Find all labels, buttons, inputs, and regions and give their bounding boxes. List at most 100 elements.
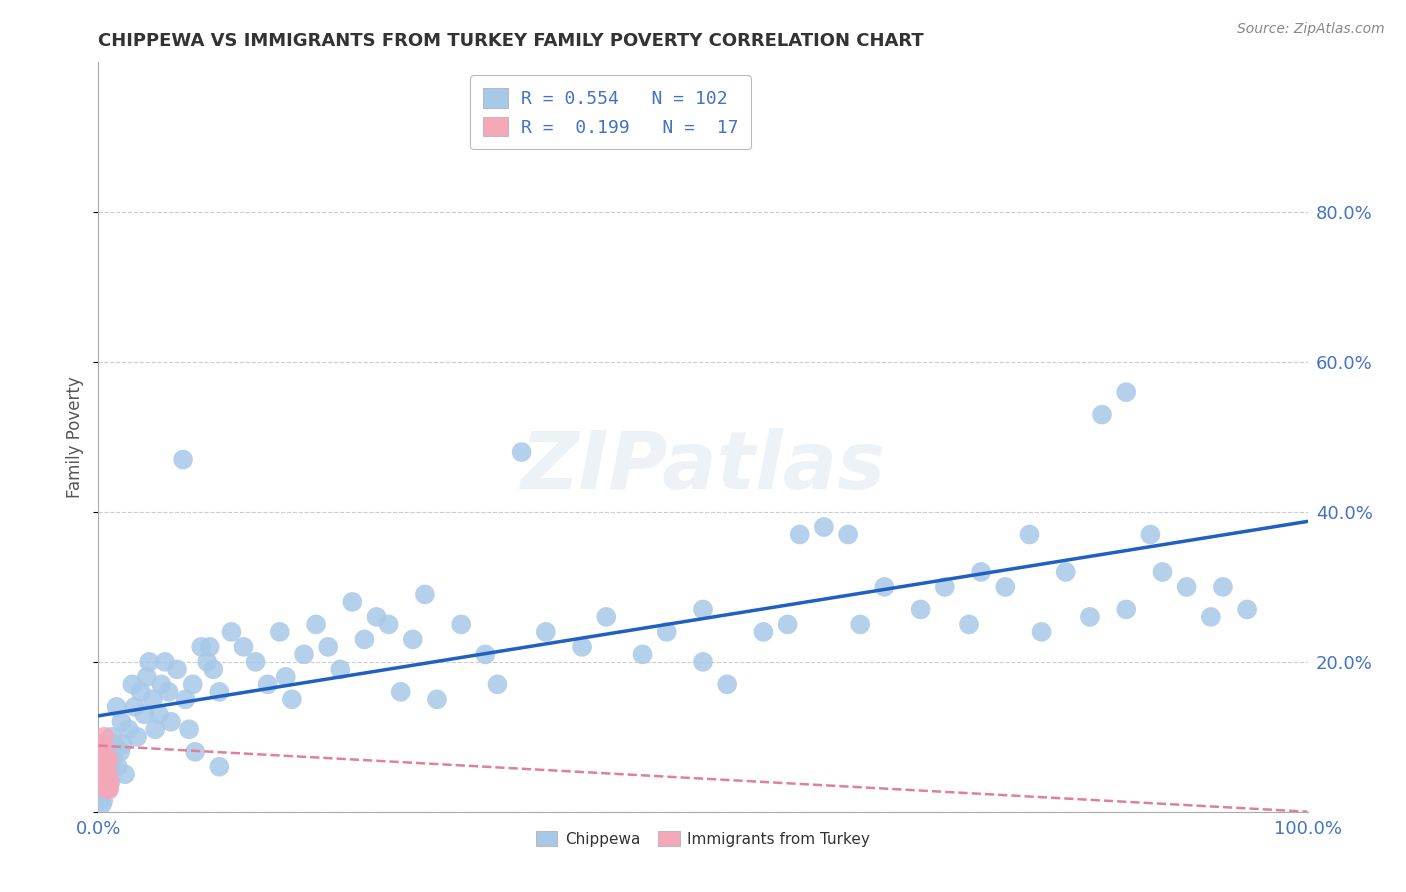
Point <box>934 580 956 594</box>
Point <box>256 677 278 691</box>
Point <box>970 565 993 579</box>
Point <box>245 655 267 669</box>
Point <box>1018 527 1040 541</box>
Point <box>1078 610 1101 624</box>
Point <box>172 452 194 467</box>
Point <box>143 723 166 737</box>
Point <box>118 723 141 737</box>
Point <box>1091 408 1114 422</box>
Point <box>184 745 207 759</box>
Point <box>342 595 364 609</box>
Point <box>91 797 114 812</box>
Point <box>202 662 225 676</box>
Point <box>305 617 328 632</box>
Point <box>486 677 509 691</box>
Point <box>353 632 375 647</box>
Point <box>534 624 557 639</box>
Point <box>181 677 204 691</box>
Point <box>232 640 254 654</box>
Point <box>837 527 859 541</box>
Point <box>1031 624 1053 639</box>
Point <box>114 767 136 781</box>
Point <box>849 617 872 632</box>
Point <box>157 685 180 699</box>
Point <box>994 580 1017 594</box>
Point <box>377 617 399 632</box>
Point <box>94 767 117 781</box>
Point <box>94 745 117 759</box>
Point <box>100 730 122 744</box>
Point <box>208 760 231 774</box>
Point <box>195 655 218 669</box>
Point <box>97 767 120 781</box>
Point <box>98 752 121 766</box>
Point <box>97 782 120 797</box>
Text: CHIPPEWA VS IMMIGRANTS FROM TURKEY FAMILY POVERTY CORRELATION CHART: CHIPPEWA VS IMMIGRANTS FROM TURKEY FAMIL… <box>98 32 924 50</box>
Point <box>110 714 132 729</box>
Point <box>174 692 197 706</box>
Point <box>274 670 297 684</box>
Point <box>93 767 115 781</box>
Point <box>96 774 118 789</box>
Point <box>91 760 114 774</box>
Legend: Chippewa, Immigrants from Turkey: Chippewa, Immigrants from Turkey <box>530 824 876 853</box>
Point <box>1115 385 1137 400</box>
Point <box>692 602 714 616</box>
Text: Source: ZipAtlas.com: Source: ZipAtlas.com <box>1237 22 1385 37</box>
Point <box>474 648 496 662</box>
Point <box>221 624 243 639</box>
Point <box>873 580 896 594</box>
Point <box>957 617 980 632</box>
Point <box>94 774 117 789</box>
Point <box>96 782 118 797</box>
Point <box>103 737 125 751</box>
Point <box>160 714 183 729</box>
Point <box>100 774 122 789</box>
Point <box>510 445 533 459</box>
Point <box>93 745 115 759</box>
Point <box>329 662 352 676</box>
Point <box>148 707 170 722</box>
Point <box>91 760 114 774</box>
Point <box>98 782 121 797</box>
Point <box>813 520 835 534</box>
Point <box>134 707 156 722</box>
Point <box>910 602 932 616</box>
Point <box>389 685 412 699</box>
Point <box>135 670 157 684</box>
Point <box>595 610 617 624</box>
Point <box>1139 527 1161 541</box>
Point <box>127 730 149 744</box>
Point <box>138 655 160 669</box>
Point <box>1212 580 1234 594</box>
Point <box>292 648 315 662</box>
Text: ZIPatlas: ZIPatlas <box>520 428 886 506</box>
Point <box>1199 610 1222 624</box>
Y-axis label: Family Poverty: Family Poverty <box>66 376 84 498</box>
Point <box>316 640 339 654</box>
Point <box>413 587 436 601</box>
Point <box>166 662 188 676</box>
Point <box>98 774 121 789</box>
Point <box>198 640 221 654</box>
Point <box>91 737 114 751</box>
Point <box>402 632 425 647</box>
Point <box>142 692 165 706</box>
Point <box>121 677 143 691</box>
Point <box>97 752 120 766</box>
Point <box>716 677 738 691</box>
Point <box>124 699 146 714</box>
Point <box>655 624 678 639</box>
Point <box>631 648 654 662</box>
Point <box>179 723 201 737</box>
Point <box>91 774 114 789</box>
Point <box>366 610 388 624</box>
Point <box>450 617 472 632</box>
Point <box>93 730 115 744</box>
Point <box>1175 580 1198 594</box>
Point <box>752 624 775 639</box>
Point <box>208 685 231 699</box>
Point <box>1054 565 1077 579</box>
Point <box>111 737 134 751</box>
Point <box>190 640 212 654</box>
